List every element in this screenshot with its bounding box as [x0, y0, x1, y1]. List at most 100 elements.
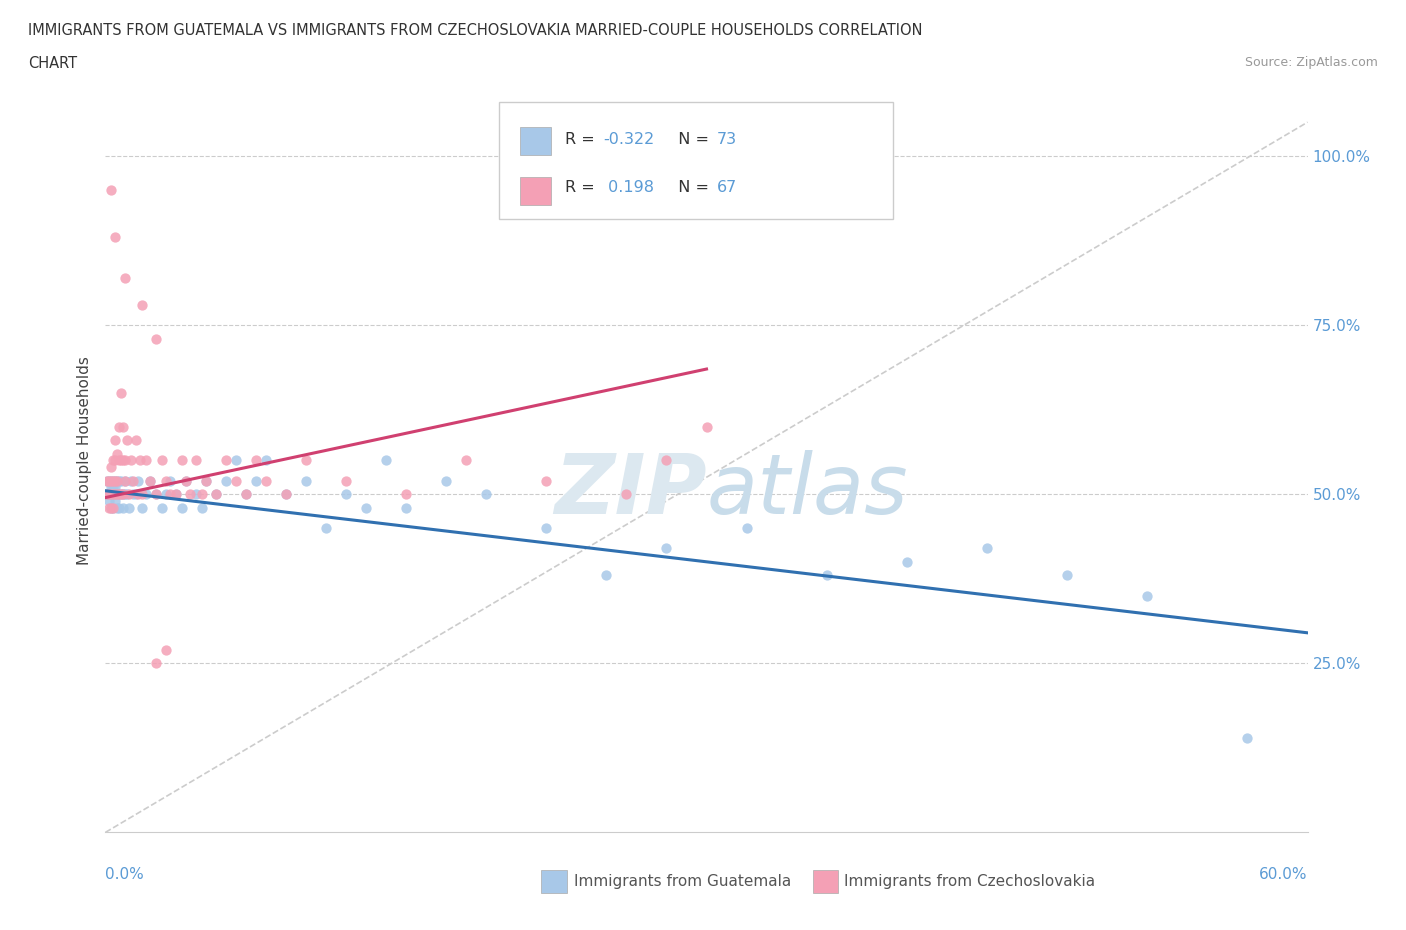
Point	[98, 473, 121, 488]
Point	[190, 500, 212, 515]
Point	[374, 453, 398, 468]
Point	[254, 473, 277, 488]
Point	[103, 500, 125, 515]
Point	[434, 473, 457, 488]
Point	[138, 473, 160, 488]
Point	[170, 453, 193, 468]
Text: 73: 73	[717, 132, 737, 147]
Text: R =: R =	[565, 132, 600, 147]
Point	[110, 486, 132, 501]
Point	[98, 486, 121, 501]
Point	[110, 453, 132, 468]
Text: 67: 67	[717, 180, 737, 195]
Point	[108, 473, 131, 488]
Point	[114, 486, 136, 501]
Point	[174, 473, 197, 488]
Point	[104, 230, 127, 245]
Point	[100, 480, 122, 495]
Point	[150, 453, 173, 468]
Text: N =: N =	[668, 132, 714, 147]
Point	[98, 473, 121, 488]
Point	[135, 453, 157, 468]
Point	[735, 521, 758, 536]
Text: R =: R =	[565, 180, 600, 195]
Point	[315, 521, 337, 536]
Point	[98, 500, 121, 515]
Point	[103, 486, 125, 501]
Point	[1236, 730, 1258, 745]
Point	[98, 486, 121, 501]
Point	[127, 473, 149, 488]
Text: -0.322: -0.322	[603, 132, 654, 147]
Point	[395, 486, 418, 501]
Point	[117, 486, 139, 501]
Point	[155, 643, 177, 658]
Point	[131, 500, 153, 515]
Point	[204, 486, 226, 501]
Point	[194, 473, 217, 488]
Point	[655, 541, 678, 556]
Point	[165, 486, 187, 501]
Point	[815, 568, 838, 583]
Point	[138, 473, 160, 488]
Point	[131, 486, 153, 501]
Point	[184, 453, 207, 468]
Point	[245, 453, 267, 468]
Point	[159, 473, 181, 488]
Point	[112, 419, 135, 434]
Point	[110, 486, 132, 501]
Point	[122, 473, 145, 488]
Text: 60.0%: 60.0%	[1260, 867, 1308, 882]
Point	[145, 656, 167, 671]
Point	[104, 453, 127, 468]
Point	[145, 331, 167, 346]
Point	[124, 486, 146, 501]
Point	[108, 500, 131, 515]
Point	[100, 500, 122, 515]
Point	[118, 486, 141, 501]
Text: N =: N =	[668, 180, 714, 195]
Point	[225, 453, 247, 468]
Point	[98, 494, 121, 509]
Point	[104, 486, 127, 501]
Point	[976, 541, 998, 556]
Text: 0.0%: 0.0%	[105, 867, 145, 882]
Point	[295, 453, 318, 468]
Point	[214, 473, 236, 488]
Point	[395, 500, 418, 515]
Point	[179, 486, 201, 501]
Point	[155, 473, 177, 488]
Point	[114, 271, 136, 286]
Point	[100, 473, 122, 488]
Point	[655, 453, 678, 468]
Point	[108, 453, 131, 468]
Point	[118, 500, 141, 515]
Text: CHART: CHART	[28, 56, 77, 71]
Text: Source: ZipAtlas.com: Source: ZipAtlas.com	[1244, 56, 1378, 69]
Point	[131, 298, 153, 312]
Point	[108, 486, 131, 501]
Point	[117, 432, 139, 447]
Point	[145, 486, 167, 501]
Point	[174, 473, 197, 488]
Point	[135, 486, 157, 501]
Point	[100, 182, 122, 197]
Point	[1056, 568, 1078, 583]
Point	[107, 446, 129, 461]
Point	[96, 473, 118, 488]
Point	[104, 432, 127, 447]
Point	[354, 500, 377, 515]
Point	[108, 419, 131, 434]
Point	[122, 486, 145, 501]
Point	[103, 473, 125, 488]
Point	[100, 473, 122, 488]
Point	[454, 453, 477, 468]
Point	[159, 486, 181, 501]
Point	[235, 486, 257, 501]
Point	[128, 453, 150, 468]
Point	[110, 473, 132, 488]
Point	[100, 500, 122, 515]
Text: ZIP: ZIP	[554, 449, 707, 531]
Point	[184, 486, 207, 501]
Point	[121, 473, 143, 488]
